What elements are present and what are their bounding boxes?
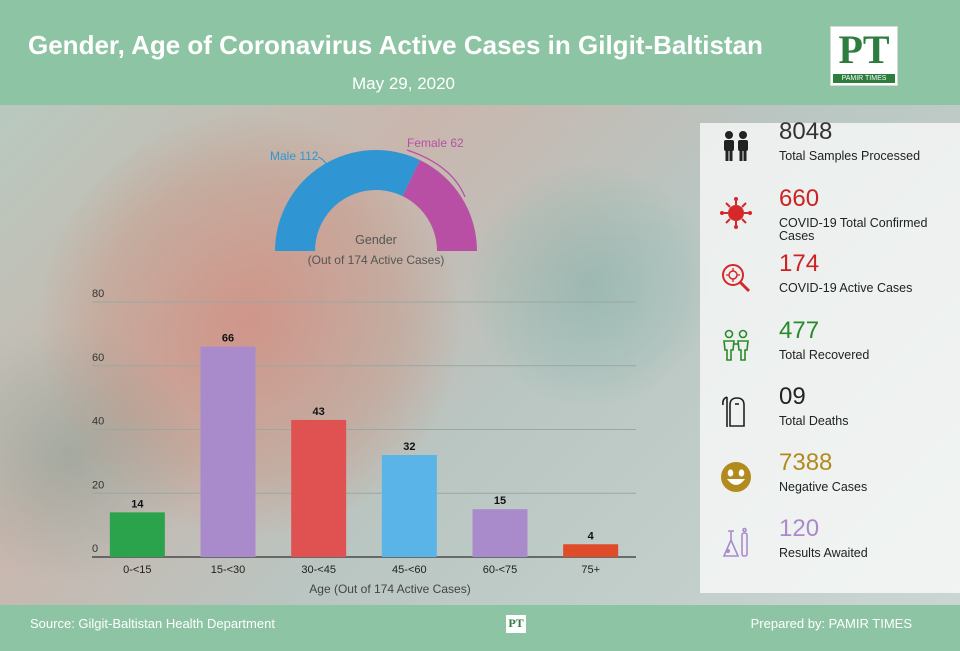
charts-svg: Male 112 Female 62 Gender (Out of 174 Activ… — [92, 136, 636, 596]
x-tick-label: 30-<45 — [301, 564, 336, 576]
smiley-icon — [718, 459, 754, 495]
age-bar-30-<45 — [291, 419, 347, 557]
stat-item: 174 COVID-19 Active Cases — [714, 250, 954, 310]
female-slice-label: Female 62 — [407, 136, 464, 150]
stat-value: 174 — [779, 250, 820, 277]
male-slice-label: Male 112 — [270, 149, 319, 163]
bar-value-label: 32 — [403, 441, 415, 453]
gender-chart-subtitle: (Out of 174 Active Cases) — [308, 253, 445, 267]
stat-label: Total Deaths — [779, 414, 849, 428]
age-bar-60-<75 — [472, 509, 528, 557]
x-tick-label: 15-<30 — [211, 564, 246, 576]
stat-item: 660 COVID-19 Total Confirmed Cases — [714, 185, 954, 245]
age-bar-0-<15 — [109, 512, 165, 557]
recovered-people-icon — [718, 327, 754, 363]
logo-subtitle: PAMIR TIMES — [833, 74, 895, 83]
gender-chart: Male 112 Female 62 Gender (Out of 174 Activ… — [270, 136, 477, 267]
stat-value: 7388 — [779, 449, 833, 476]
virus-background-blob — [470, 165, 710, 405]
virus-icon — [718, 195, 754, 231]
bar-value-label: 15 — [494, 495, 506, 507]
stat-label: COVID-19 Total Confirmed Cases — [779, 216, 928, 243]
gender-slice-female — [402, 160, 477, 251]
stat-value: 09 — [779, 383, 806, 410]
people-icon — [718, 128, 754, 164]
female-leader-line — [406, 149, 466, 198]
logo-letters: PT — [838, 27, 890, 72]
stat-item: 120 Results Awaited — [714, 515, 954, 575]
virus-background-blob — [0, 325, 200, 585]
stat-value: 477 — [779, 317, 820, 344]
stat-label: Results Awaited — [779, 546, 868, 560]
age-bar-75+ — [563, 544, 619, 557]
bar-value-label: 4 — [588, 530, 595, 542]
pamir-times-logo: PT PAMIR TIMES — [830, 26, 898, 86]
x-tick-label: 60-<75 — [483, 564, 518, 576]
stat-value: 660 — [779, 185, 820, 212]
male-leader-line — [317, 156, 329, 170]
page-title: Gender, Age of Coronavirus Active Cases … — [28, 30, 763, 60]
report-date: May 29, 2020 — [352, 74, 456, 93]
stat-item: 477 Total Recovered — [714, 317, 954, 377]
age-chart: 0 20 40 60 80 14 0-<15 66 15-<30 43 30-<45 32 45-<60… — [92, 288, 636, 596]
stat-label: Total Samples Processed — [779, 149, 921, 163]
stat-item: 8048 Total Samples Processed — [714, 118, 954, 178]
y-tick-label: 20 — [92, 479, 104, 491]
stat-item: 7388 Negative Cases — [714, 449, 954, 509]
gender-chart-title: Gender — [355, 233, 397, 247]
header-banner: Gender, Age of Coronavirus Active Cases … — [0, 0, 960, 105]
prepared-by: Prepared by: PAMIR TIMES — [750, 616, 912, 631]
y-tick-label: 80 — [92, 288, 104, 300]
y-tick-label: 60 — [92, 352, 104, 364]
gender-slice-male — [275, 149, 421, 251]
y-tick-label: 40 — [92, 416, 104, 428]
stats-panel — [700, 123, 960, 593]
age-bar-45-<60 — [381, 455, 437, 557]
stat-label: Negative Cases — [779, 480, 868, 494]
age-bar-15-<30 — [200, 346, 256, 557]
x-tick-label: 0-<15 — [123, 564, 151, 576]
mini-logo: PT — [506, 615, 526, 633]
x-tick-label: 75+ — [581, 564, 600, 576]
virus-search-icon — [718, 260, 754, 296]
bar-value-label: 43 — [313, 406, 325, 418]
bar-value-label: 14 — [131, 498, 144, 510]
x-axis-label: Age (Out of 174 Active Cases) — [309, 582, 470, 596]
stat-item: 09 Total Deaths — [714, 383, 954, 443]
stat-value: 8048 — [779, 118, 833, 145]
test-flask-icon — [718, 525, 754, 561]
stat-label: COVID-19 Active Cases — [779, 281, 913, 295]
stat-label: Total Recovered — [779, 348, 870, 362]
bar-value-label: 66 — [222, 333, 234, 345]
source-credit: Source: Gilgit-Baltistan Health Departme… — [30, 616, 275, 631]
grim-reaper-icon — [718, 393, 754, 429]
stat-value: 120 — [779, 515, 820, 542]
x-tick-label: 45-<60 — [392, 564, 427, 576]
footer-banner: Source: Gilgit-Baltistan Health Departme… — [0, 605, 960, 651]
y-tick-label: 0 — [92, 543, 98, 555]
